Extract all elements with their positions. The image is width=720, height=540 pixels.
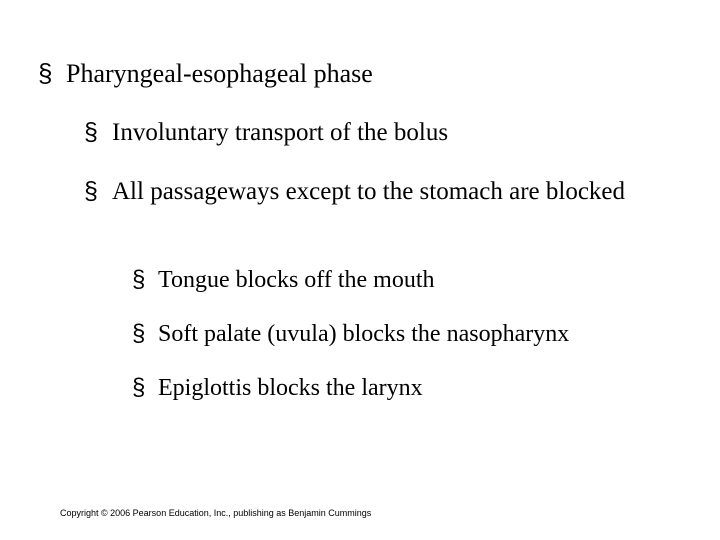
- bullet-l1-phase: §Pharyngeal-esophageal phase: [60, 58, 692, 89]
- bullet-text: Pharyngeal-esophageal phase: [66, 59, 373, 88]
- bullet-l2-involuntary: §Involuntary transport of the bolus: [106, 117, 688, 148]
- bullet-l3-softpalate: §Soft palate (uvula) blocks the nasophar…: [152, 320, 692, 349]
- bullet-text: Soft palate (uvula) blocks the nasophary…: [158, 321, 569, 347]
- bullet-l2-passageways: §All passageways except to the stomach a…: [106, 176, 688, 207]
- copyright-text: Copyright © 2006 Pearson Education, Inc.…: [60, 508, 371, 518]
- bullet-text: All passageways except to the stomach ar…: [112, 178, 625, 205]
- bullet-l3-epiglottis: §Epiglottis blocks the larynx: [152, 374, 692, 403]
- bullet-l3-tongue: §Tongue blocks off the mouth: [152, 266, 692, 295]
- bullet-text: Epiglottis blocks the larynx: [158, 375, 423, 401]
- bullet-text: Tongue blocks off the mouth: [158, 267, 435, 293]
- bullet-text: Involuntary transport of the bolus: [112, 119, 448, 146]
- slide: §Pharyngeal-esophageal phase §Involuntar…: [0, 0, 720, 540]
